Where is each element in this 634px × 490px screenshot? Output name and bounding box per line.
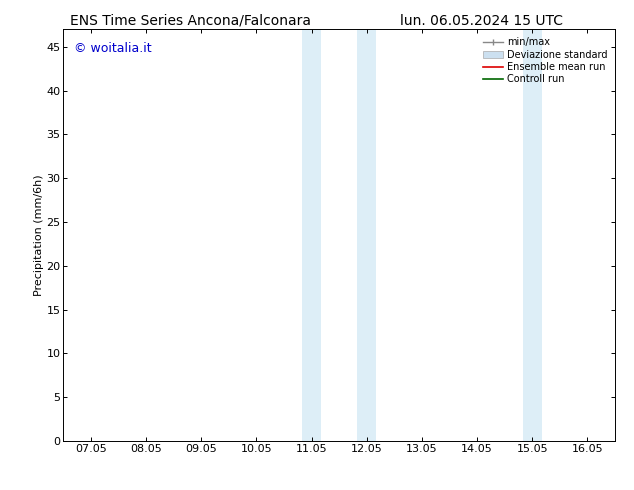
Legend: min/max, Deviazione standard, Ensemble mean run, Controll run: min/max, Deviazione standard, Ensemble m…: [481, 34, 610, 87]
Text: lun. 06.05.2024 15 UTC: lun. 06.05.2024 15 UTC: [400, 14, 564, 28]
Bar: [523, 29, 541, 441]
Bar: [302, 29, 321, 441]
Bar: [358, 29, 376, 441]
Text: ENS Time Series Ancona/Falconara: ENS Time Series Ancona/Falconara: [70, 14, 311, 28]
Y-axis label: Precipitation (mm/6h): Precipitation (mm/6h): [34, 174, 44, 296]
Text: © woitalia.it: © woitalia.it: [74, 42, 152, 55]
